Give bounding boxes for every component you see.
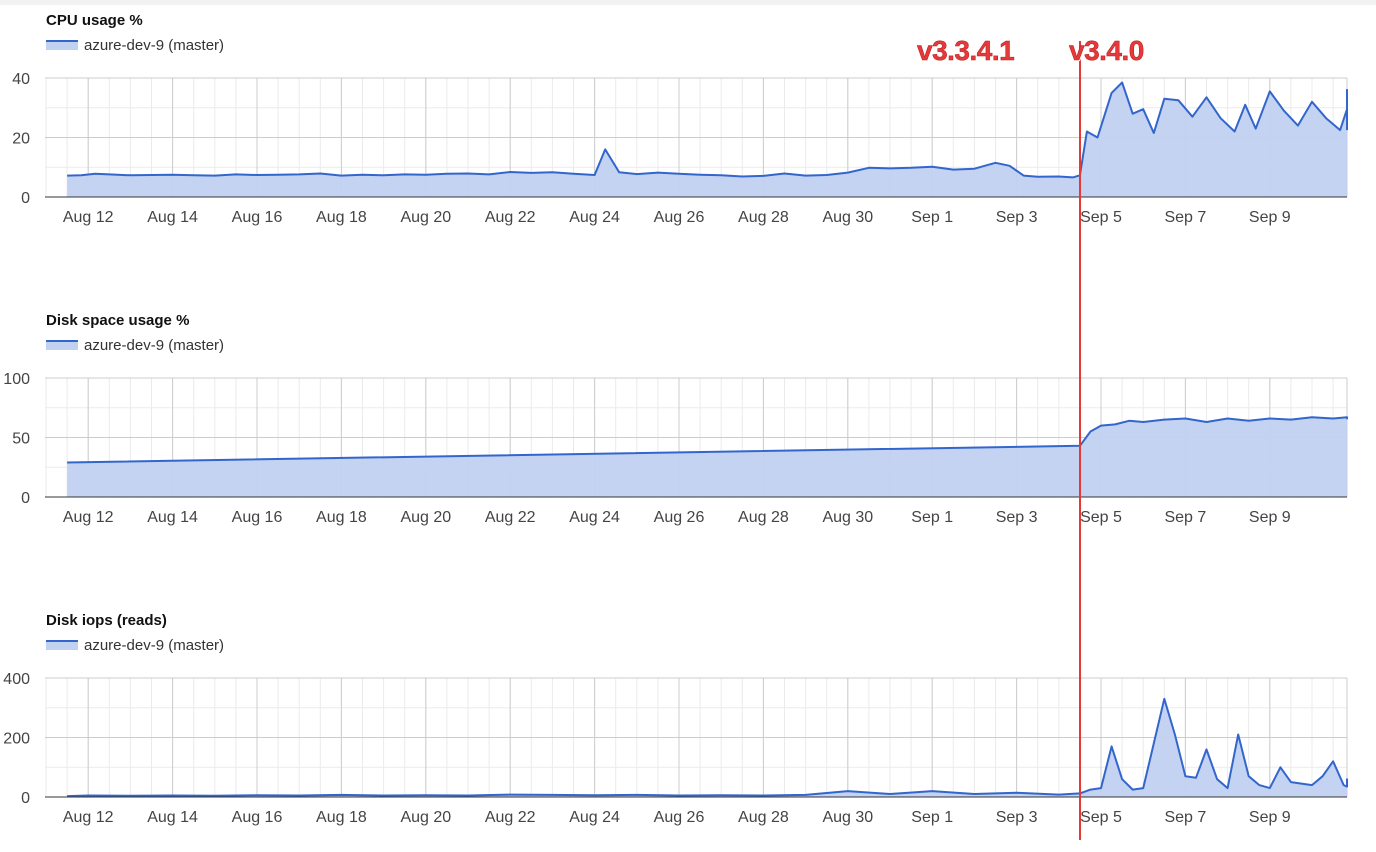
- x-tick-label: Sep 5: [1080, 509, 1122, 526]
- x-tick-label: Aug 18: [316, 809, 367, 826]
- x-tick-label: Aug 18: [316, 209, 367, 226]
- x-tick-label: Aug 26: [654, 809, 705, 826]
- legend-label: azure-dev-9 (master): [84, 636, 225, 654]
- top-bar: [0, 0, 1376, 5]
- x-tick-label: Aug 20: [400, 809, 451, 826]
- x-tick-label: Aug 26: [654, 209, 705, 226]
- chart-title: Disk iops (reads): [46, 612, 167, 629]
- y-tick-label: 0: [21, 190, 30, 207]
- x-tick-label: Aug 28: [738, 809, 789, 826]
- x-tick-label: Aug 30: [822, 509, 873, 526]
- x-tick-label: Aug 28: [738, 509, 789, 526]
- x-tick-label: Sep 7: [1164, 209, 1206, 226]
- disk-iops-panel: Disk iops (reads) azure-dev-9 (master) 0…: [0, 612, 1376, 852]
- x-tick-label: Aug 12: [63, 209, 114, 226]
- chart-title: CPU usage %: [46, 12, 143, 29]
- legend-label: azure-dev-9 (master): [84, 36, 225, 54]
- x-tick-label: Aug 24: [569, 809, 620, 826]
- series-line: [67, 81, 1348, 179]
- y-tick-label: 0: [21, 790, 30, 807]
- legend-swatch: [46, 40, 78, 50]
- release-label-old: v3.3.4.1: [917, 35, 1015, 67]
- release-marker-line: [1078, 41, 1081, 840]
- x-tick-label: Aug 12: [63, 509, 114, 526]
- x-tick-label: Sep 3: [996, 809, 1038, 826]
- x-tick-label: Aug 14: [147, 509, 198, 526]
- y-tick-label: 400: [3, 671, 30, 688]
- legend-swatch: [46, 640, 78, 650]
- x-tick-label: Aug 16: [232, 809, 283, 826]
- series-area: [67, 698, 1348, 797]
- x-tick-label: Sep 3: [996, 509, 1038, 526]
- x-tick-label: Aug 24: [569, 509, 620, 526]
- x-tick-label: Aug 20: [400, 509, 451, 526]
- x-tick-label: Aug 22: [485, 509, 536, 526]
- x-tick-label: Sep 3: [996, 209, 1038, 226]
- x-tick-label: Aug 16: [232, 509, 283, 526]
- x-tick-label: Aug 22: [485, 809, 536, 826]
- cpu-usage-chart[interactable]: 0 20 40 Aug 12 Aug 14 Aug 16 Aug 18 Aug 20 Aug 2…: [0, 12, 1376, 252]
- cpu-usage-panel: CPU usage % azure-dev-9 (master) 0 20 40 Au…: [0, 12, 1376, 252]
- legend-label: azure-dev-9 (master): [84, 336, 225, 354]
- legend[interactable]: azure-dev-9 (master): [46, 36, 224, 54]
- disk-space-chart[interactable]: 0 50 100 Aug 12 Aug 14 Aug 16 Aug 18 Aug 20 Aug …: [0, 312, 1376, 552]
- x-tick-label: Aug 30: [822, 809, 873, 826]
- disk-space-panel: Disk space usage % azure-dev-9 (master) …: [0, 312, 1376, 552]
- x-tick-label: Aug 28: [738, 209, 789, 226]
- x-tick-label: Aug 14: [147, 209, 198, 226]
- x-tick-label: Sep 9: [1249, 209, 1291, 226]
- x-tick-label: Aug 26: [654, 509, 705, 526]
- x-tick-label: Sep 1: [911, 209, 953, 226]
- series-line: [67, 416, 1348, 464]
- series-area: [67, 82, 1348, 197]
- y-tick-label: 50: [12, 431, 30, 448]
- y-tick-label: 40: [12, 71, 30, 88]
- x-tick-label: Sep 1: [911, 509, 953, 526]
- x-tick-label: Sep 1: [911, 809, 953, 826]
- x-tick-label: Sep 7: [1164, 809, 1206, 826]
- disk-iops-chart[interactable]: 0 200 400 Aug 12 Aug 14 Aug 16 Aug 18 Aug 20 Aug…: [0, 612, 1376, 840]
- y-tick-label: 0: [21, 490, 30, 507]
- x-tick-label: Aug 24: [569, 209, 620, 226]
- x-tick-label: Aug 14: [147, 809, 198, 826]
- x-tick-label: Sep 9: [1249, 509, 1291, 526]
- legend[interactable]: azure-dev-9 (master): [46, 636, 224, 654]
- series-area: [67, 417, 1348, 497]
- x-tick-label: Sep 7: [1164, 509, 1206, 526]
- x-tick-label: Sep 5: [1080, 209, 1122, 226]
- x-tick-label: Sep 5: [1080, 809, 1122, 826]
- y-tick-label: 200: [3, 731, 30, 748]
- x-tick-label: Aug 18: [316, 509, 367, 526]
- release-label-new: v3.4.0: [1069, 35, 1145, 67]
- x-tick-label: Sep 9: [1249, 809, 1291, 826]
- series-line: [67, 697, 1348, 798]
- x-tick-label: Aug 20: [400, 209, 451, 226]
- legend-swatch: [46, 340, 78, 350]
- x-tick-label: Aug 30: [822, 209, 873, 226]
- chart-title: Disk space usage %: [46, 312, 190, 329]
- x-tick-label: Aug 22: [485, 209, 536, 226]
- x-tick-label: Aug 16: [232, 209, 283, 226]
- legend[interactable]: azure-dev-9 (master): [46, 336, 224, 354]
- x-tick-label: Aug 12: [63, 809, 114, 826]
- y-tick-label: 100: [3, 371, 30, 388]
- y-tick-label: 20: [12, 131, 30, 148]
